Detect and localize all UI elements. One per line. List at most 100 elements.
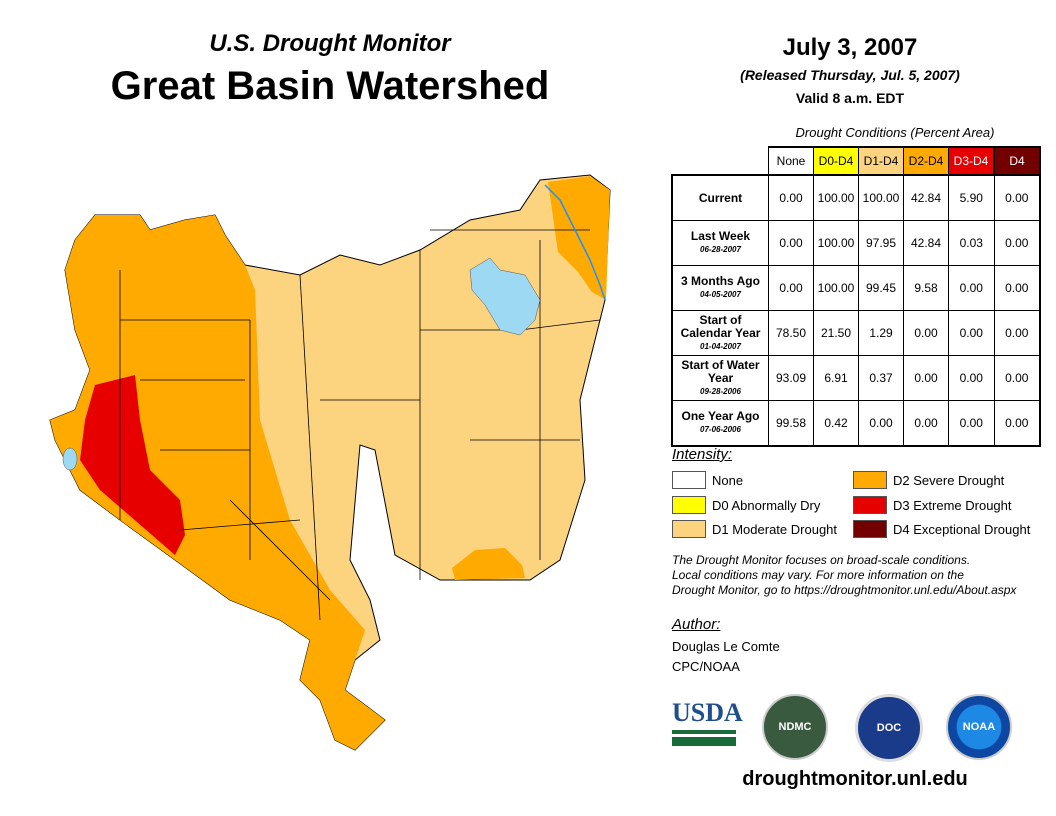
cell-value: 0.00 [948,310,995,356]
table-row: One Year Ago 07-06-2006 99.58 0.42 0.00 0.00 0… [671,400,1041,447]
cell-value: 0.00 [993,174,1041,221]
legend-swatch [672,471,706,489]
cell-value: 42.84 [903,220,949,266]
cell-value: 9.58 [903,265,949,311]
cell-value: 0.03 [948,220,995,266]
cell-value: 0.00 [903,400,949,447]
drought-conditions-table: None D0-D4 D1-D4 D2-D4 D3-D4 D4 Current 0… [671,146,1041,447]
region-d3 [80,375,185,555]
cell-value: 6.91 [813,355,859,401]
cell-value: 0.00 [858,400,904,447]
river [544,184,606,301]
legend-label: D1 Moderate Drought [712,521,838,537]
table-caption: Drought Conditions (Percent Area) [795,125,995,140]
legend-item: D4 Exceptional Drought [853,520,1030,538]
cell-value: 0.00 [993,355,1041,401]
legend-item: D0 Abnormally Dry [672,496,820,514]
cell-value: 0.00 [768,220,814,266]
author-info: Douglas Le Comte CPC/NOAA [672,637,780,677]
cell-value: 0.00 [948,355,995,401]
region-d2-south [452,548,525,580]
row-label: Current [671,174,769,221]
region-d2 [50,215,385,750]
cell-value: 0.00 [768,265,814,311]
cell-value: 99.58 [768,400,814,447]
cell-value: 5.90 [948,174,995,221]
great-salt-lake [469,257,541,336]
legend-swatch [672,520,706,538]
note-line: The Drought Monitor focuses on broad-sca… [672,553,971,567]
boundaries [119,229,601,621]
cell-value: 0.00 [948,400,995,447]
legend-item: D3 Extreme Drought [853,496,1012,514]
legend-swatch [853,520,887,538]
table-row: Start of Water Year 09-28-2006 93.09 6.91 0.… [671,355,1041,401]
cell-value: 0.00 [768,174,814,221]
cell-value: 0.00 [903,310,949,356]
map-title: Great Basin Watershed [110,64,550,108]
legend-label: D4 Exceptional Drought [893,521,1031,537]
legend-swatch [672,496,706,514]
table-row: Last Week 06-28-2007 0.00 100.00 97.95 42.84 0… [671,220,1041,266]
doc-logo: DOC [855,694,923,762]
cell-value: 0.00 [993,220,1041,266]
col-d4: D4 [993,146,1041,176]
cell-value: 42.84 [903,174,949,221]
col-d0-d4: D0-D4 [813,146,859,176]
legend-swatch [853,471,887,489]
row-label: Start of Water Year 09-28-2006 [671,355,769,401]
legend-label: D3 Extreme Drought [893,497,1012,513]
website-url[interactable]: droughtmonitor.unl.edu [742,768,968,790]
note-line: Local conditions may vary. For more info… [672,568,964,582]
cell-value: 100.00 [813,174,859,221]
col-none: None [768,146,814,176]
table-row: 3 Months Ago 04-05-2007 0.00 100.00 99.45 9.5… [671,265,1041,311]
ndmc-logo: NDMC [762,694,828,760]
col-d2-d4: D2-D4 [903,146,949,176]
legend-label: D2 Severe Drought [893,472,1005,488]
cell-value: 1.29 [858,310,904,356]
cell-value: 100.00 [813,265,859,311]
legend-item: D1 Moderate Drought [672,520,837,538]
table-row: Current 0.00 100.00 100.00 42.84 5.90 0.00 [671,174,1041,221]
valid-time: Valid 8 a.m. EDT [795,90,905,106]
cell-value: 0.00 [948,265,995,311]
row-label: Last Week 06-28-2007 [671,220,769,266]
legend-item: None [672,471,743,489]
cell-value: 21.50 [813,310,859,356]
cell-value: 78.50 [768,310,814,356]
row-label: Start of Calendar Year 01-04-2007 [671,310,769,356]
lake-tahoe [62,447,78,471]
legend-label: D0 Abnormally Dry [712,497,821,513]
legend-swatch [853,496,887,514]
subtitle: U.S. Drought Monitor [209,30,451,57]
cell-value: 0.00 [993,400,1041,447]
drought-map [49,174,611,751]
cell-value: 0.00 [993,265,1041,311]
table-row: Start of Calendar Year 01-04-2007 78.50 21.… [671,310,1041,356]
note-line: Drought Monitor, go to https://droughtmo… [672,583,1017,597]
cell-value: 99.45 [858,265,904,311]
cell-value: 0.42 [813,400,859,447]
row-label: One Year Ago 07-06-2006 [671,400,769,447]
disclaimer-note: The Drought Monitor focuses on broad-sca… [672,553,1016,598]
map-date: July 3, 2007 [782,34,918,61]
legend-item: D2 Severe Drought [853,471,1004,489]
author-org: CPC/NOAA [672,659,740,674]
cell-value: 93.09 [768,355,814,401]
cell-value: 0.37 [858,355,904,401]
cell-value: 0.00 [993,310,1041,356]
col-d3-d4: D3-D4 [948,146,995,176]
cell-value: 100.00 [813,220,859,266]
noaa-logo: NOAA [946,694,1012,760]
row-label: 3 Months Ago 04-05-2007 [671,265,769,311]
col-d1-d4: D1-D4 [858,146,904,176]
legend-label: None [712,472,744,488]
legend-title: Intensity: [672,446,733,463]
usda-logo: USDA [672,700,743,748]
author-name: Douglas Le Comte [672,639,780,654]
cell-value: 100.00 [858,174,904,221]
author-title: Author: [672,616,721,633]
cell-value: 97.95 [858,220,904,266]
